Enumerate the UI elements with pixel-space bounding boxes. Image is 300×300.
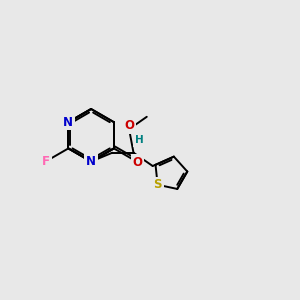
Text: N: N bbox=[63, 116, 74, 129]
Text: O: O bbox=[124, 119, 134, 132]
Text: F: F bbox=[42, 155, 50, 168]
Text: N: N bbox=[86, 155, 96, 168]
Text: O: O bbox=[133, 156, 142, 169]
Text: S: S bbox=[153, 178, 162, 191]
Text: H: H bbox=[135, 135, 144, 146]
